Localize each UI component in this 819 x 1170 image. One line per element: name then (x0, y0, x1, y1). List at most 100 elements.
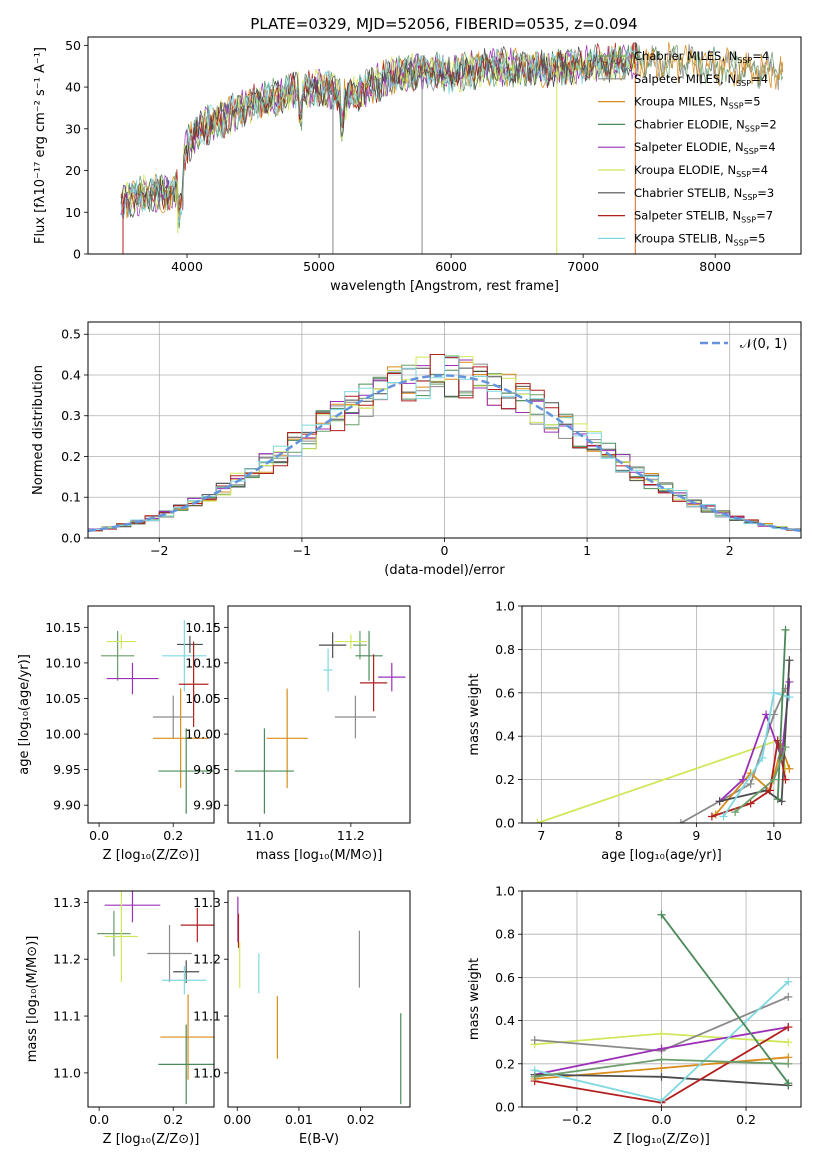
y-tick-label: 11.0 (53, 1065, 81, 1080)
spectrum-panel: 4000 5000 6000 7000 8000 0 10 20 30 40 50 wavelengt… (33, 36, 802, 294)
legend-nssp-prefix: , N (726, 186, 742, 200)
weight-point (769, 710, 778, 719)
legend-label: Kroupa ELODIE, NSSP=4 (634, 163, 768, 179)
legend-nssp-sub: SSP (736, 170, 751, 179)
y-tick-label: 9.95 (193, 762, 221, 777)
y-tick-label: 40 (65, 80, 81, 95)
legend-nssp-sub: SSP (742, 193, 757, 202)
legend-nssp-value: 3 (767, 186, 774, 200)
legend-nssp-eq: = (760, 117, 770, 131)
y-axis-label: mass [log₁₀(M/M⊙)] (25, 936, 40, 1063)
legend-nssp-eq: = (752, 49, 762, 63)
legend-nssp-sub: SSP (734, 238, 749, 247)
y-tick-label: 10.05 (45, 691, 81, 706)
x-tick-label: −2 (150, 543, 168, 558)
y-tick-label: 11.2 (53, 952, 81, 967)
legend-model-name: Chabrier MILES (634, 49, 721, 63)
legend-nssp-prefix: , N (720, 163, 736, 177)
legend-model-name: Kroupa MILES (634, 95, 713, 109)
y-tick-label: 0.6 (495, 970, 515, 985)
y-tick-label: 0.2 (61, 449, 81, 464)
weight-point (784, 1079, 793, 1088)
weight-point (530, 1072, 539, 1081)
y-tick-label: 0.8 (495, 927, 515, 942)
y-tick-label: 11.3 (193, 895, 221, 910)
y-tick-label: 0.4 (61, 367, 81, 382)
legend-nssp-value: 5 (758, 231, 765, 245)
mass-vs-ebv-panel: 0.00 0.01 0.02 11.0 11.1 11.2 11.3 E(B-V) (193, 890, 411, 1147)
axes-frame (227, 605, 411, 824)
y-axis-label: Flux [fλ10⁻¹⁷ erg cm⁻² s⁻¹ A⁻¹] (33, 47, 48, 244)
weight-point (738, 775, 747, 784)
legend-nssp-prefix: , N (728, 140, 744, 154)
weight-point (785, 693, 794, 702)
legend-nssp-sub: SSP (741, 216, 756, 225)
residual-histogram-panel: −2 −1 0 1 2 0.0 0.1 0.2 0.3 0.4 0.5 (data-model)/er… (31, 321, 802, 578)
x-tick-label: −0.2 (562, 1112, 592, 1127)
x-axis-label: E(B-V) (299, 1132, 339, 1147)
x-tick-label: 7 (537, 828, 545, 843)
legend-nssp-value: 4 (761, 163, 768, 177)
y-tick-label: 11.1 (53, 1009, 81, 1024)
legend-nssp-sub: SSP (744, 147, 759, 156)
x-axis-label: (data-model)/error (384, 563, 505, 578)
y-tick-label: 10 (65, 205, 81, 220)
legend-nssp-value: 4 (761, 72, 768, 86)
axes-frame (227, 890, 411, 1108)
weight-point (746, 779, 755, 788)
y-tick-label: 10.10 (45, 655, 81, 670)
weight-point (781, 775, 790, 784)
weight-point (719, 812, 728, 821)
x-tick-label: 1 (583, 543, 591, 558)
spectrum-line-chabrier-stelib (120, 42, 639, 219)
weight-point (781, 743, 790, 752)
axes-frame (87, 605, 215, 824)
weight-point (758, 753, 767, 762)
legend-nssp-sub: SSP (737, 56, 752, 65)
y-tick-label: 10.05 (185, 691, 221, 706)
x-tick-label: 10 (766, 828, 782, 843)
weight-point (657, 1029, 666, 1038)
x-tick-label: 2 (726, 543, 734, 558)
legend-model-name: Kroupa STELIB (634, 231, 718, 245)
y-tick-label: 0.4 (495, 1013, 515, 1028)
y-tick-label: 10.00 (185, 727, 221, 742)
legend-nssp-prefix: , N (725, 209, 741, 223)
y-tick-label: 11.1 (193, 1009, 221, 1024)
legend-nssp-eq: = (759, 140, 769, 154)
weight-point (530, 1036, 539, 1045)
figure-title: PLATE=0329, MJD=52056, FIBERID=0535, z=0… (250, 15, 637, 33)
axes-frame (87, 36, 802, 255)
legend-nssp-prefix: , N (713, 95, 729, 109)
legend-nssp-value: 5 (753, 95, 760, 109)
y-tick-label: 0.6 (495, 685, 515, 700)
weight-point (785, 764, 794, 773)
legend-nssp-eq: = (744, 95, 754, 109)
x-tick-label: 0.2 (163, 828, 183, 843)
y-axis-label: mass weight (467, 673, 482, 755)
x-tick-label: 0.0 (89, 828, 109, 843)
axes-frame (87, 321, 802, 539)
weight-point (533, 819, 542, 823)
x-tick-label: 0.02 (347, 1112, 375, 1127)
weight-point (657, 1055, 666, 1064)
y-tick-label: 0.1 (61, 490, 81, 505)
x-tick-label: 0.0 (652, 1112, 672, 1127)
y-tick-label: 10.00 (45, 727, 81, 742)
y-tick-label: 0.3 (61, 408, 81, 423)
weight-point (657, 1044, 666, 1053)
y-tick-label: 9.95 (53, 762, 81, 777)
legend-nssp-sub: SSP (729, 102, 744, 111)
x-tick-label: 7000 (567, 259, 599, 274)
y-tick-label: 11.2 (193, 952, 221, 967)
y-tick-label: 30 (65, 121, 81, 136)
weight-point (769, 688, 778, 697)
legend-nssp-value: 4 (762, 49, 769, 63)
y-tick-label: 10.15 (45, 620, 81, 635)
weight-point (773, 795, 782, 804)
y-axis-label: age [log₁₀(age/yr)] (17, 654, 32, 775)
weight-point (766, 786, 774, 795)
legend-model-name: Chabrier ELODIE (634, 117, 729, 131)
x-axis-label: wavelength [Angstrom, rest frame] (330, 279, 559, 294)
